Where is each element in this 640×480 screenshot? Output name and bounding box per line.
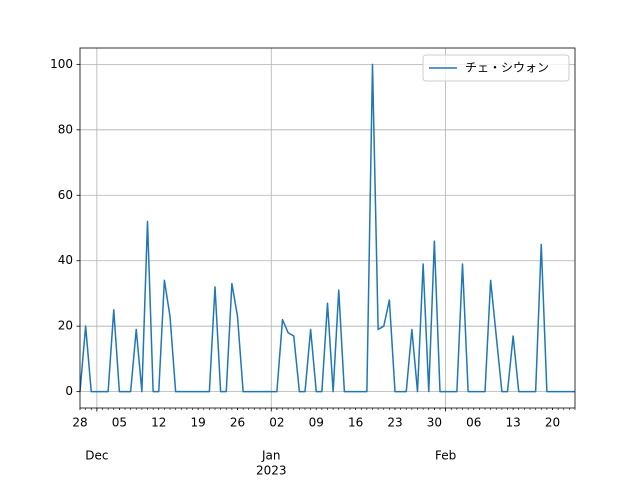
x-tick-label: 02 [269,416,284,430]
x-tick-label: 12 [151,416,166,430]
y-tick-label: 100 [50,57,73,71]
x-tick-label: 19 [190,416,205,430]
legend-label: チェ・シウォン [465,61,549,75]
legend-box [422,54,570,82]
x-tick-label: 13 [505,416,520,430]
plot-frame [79,47,576,409]
x-tick-label: 09 [309,416,324,430]
x-tick-label: 16 [348,416,363,430]
y-tick-label: 20 [58,319,73,333]
x-tick-label: 30 [427,416,442,430]
legend: チェ・シウォン [422,54,570,82]
y-tick-label: 80 [58,122,73,136]
x-month-label: Dec [85,449,108,463]
x-tick-label: 28 [72,416,87,430]
y-tick-label: 0 [65,384,73,398]
line [79,63,575,393]
x-tick-label: 05 [112,416,127,430]
x-month-label: Jan [261,449,281,463]
x-year-label: 2023 [256,464,287,478]
x-tick-label: 26 [230,416,245,430]
y-tick-label: 40 [58,253,73,267]
y-tick-label: 60 [58,188,73,202]
x-month-label: Feb [435,449,456,463]
x-tick-label: 20 [545,416,560,430]
x-tick-label: 23 [387,416,402,430]
x-tick-label: 06 [466,416,481,430]
